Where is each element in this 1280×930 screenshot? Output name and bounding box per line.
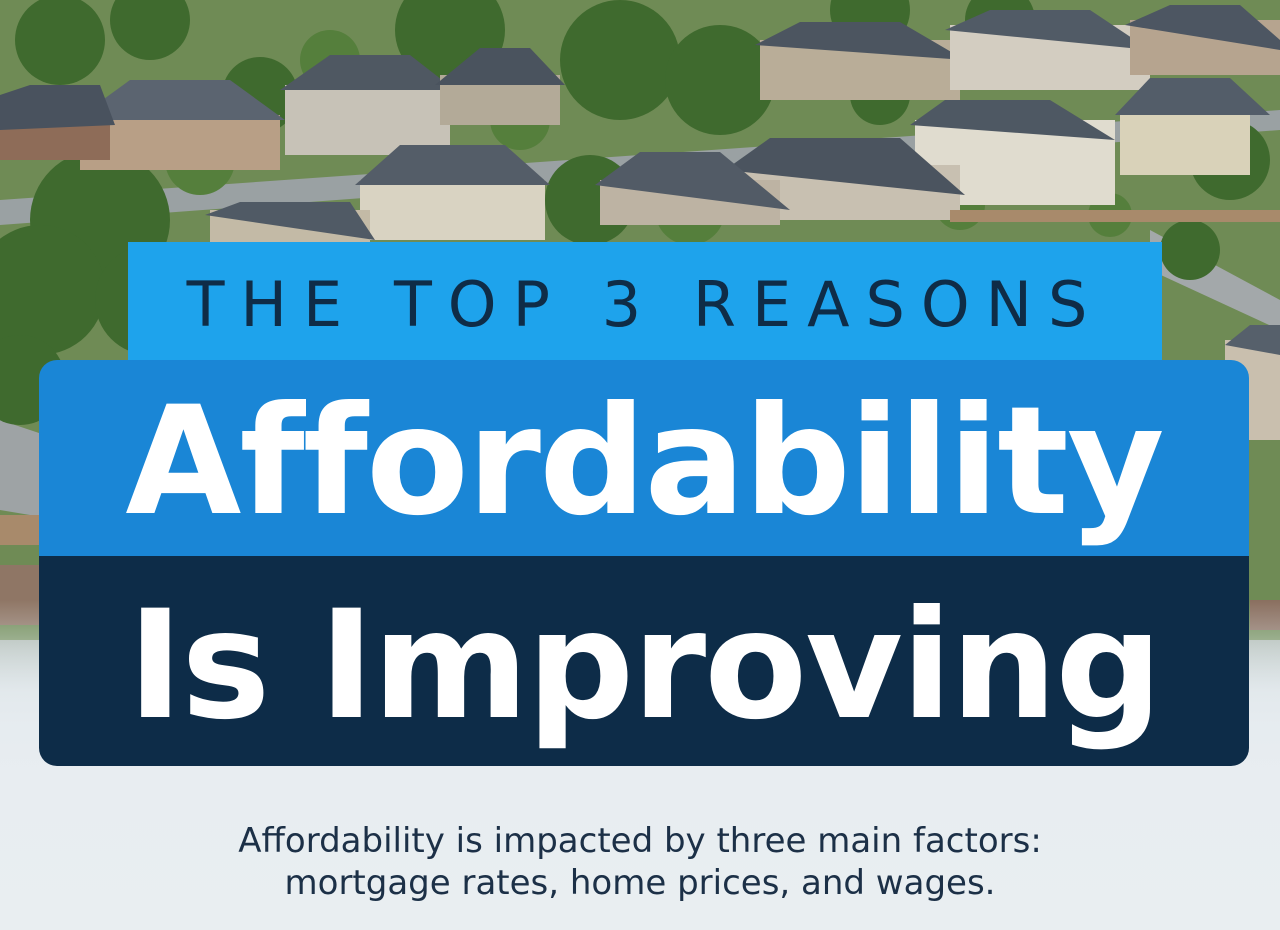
kicker-banner [128,242,1162,362]
headline-line-2: Is Improving [127,579,1162,753]
intro-line-2: mortgage rates, home prices, and wages. [284,863,996,903]
intro-paragraph: Affordability is impacted by three main … [140,820,1140,904]
kicker-text: THE TOP 3 REASONS [186,268,1104,341]
headline-banner-top [39,360,1249,562]
headline-banner-bottom [39,556,1249,766]
intro-line-1: Affordability is impacted by three main … [238,821,1042,861]
headline-line-1: Affordability [125,375,1164,549]
